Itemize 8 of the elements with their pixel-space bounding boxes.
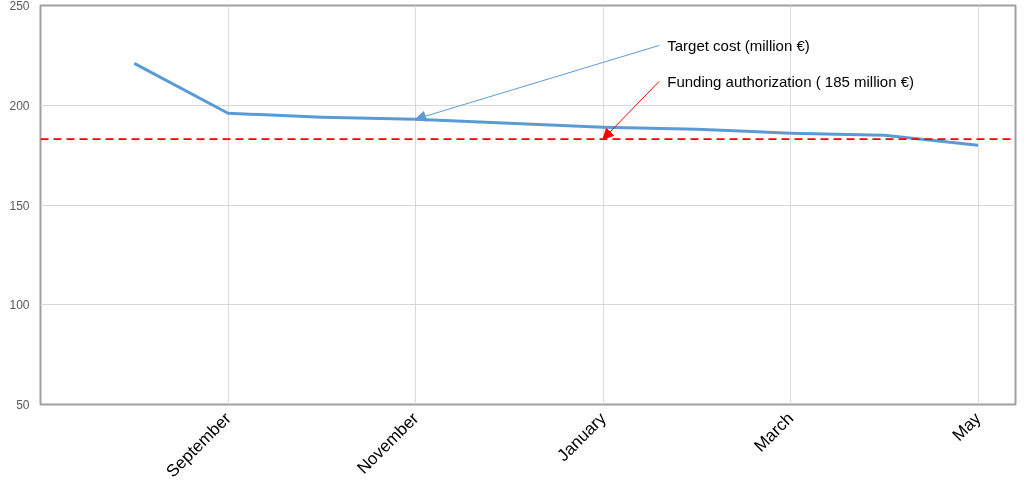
y-tick-label: 200 bbox=[9, 98, 30, 113]
x-tick-label: May bbox=[948, 408, 986, 445]
y-tick-label: 150 bbox=[9, 198, 30, 213]
y-tick-label: 250 bbox=[9, 0, 30, 13]
annotation: Funding authorization ( 185 million €) bbox=[667, 72, 915, 90]
y-tick-label: 50 bbox=[16, 398, 30, 412]
y-tick-label: 100 bbox=[9, 298, 30, 313]
annotation: Target cost (million €) bbox=[667, 36, 810, 54]
